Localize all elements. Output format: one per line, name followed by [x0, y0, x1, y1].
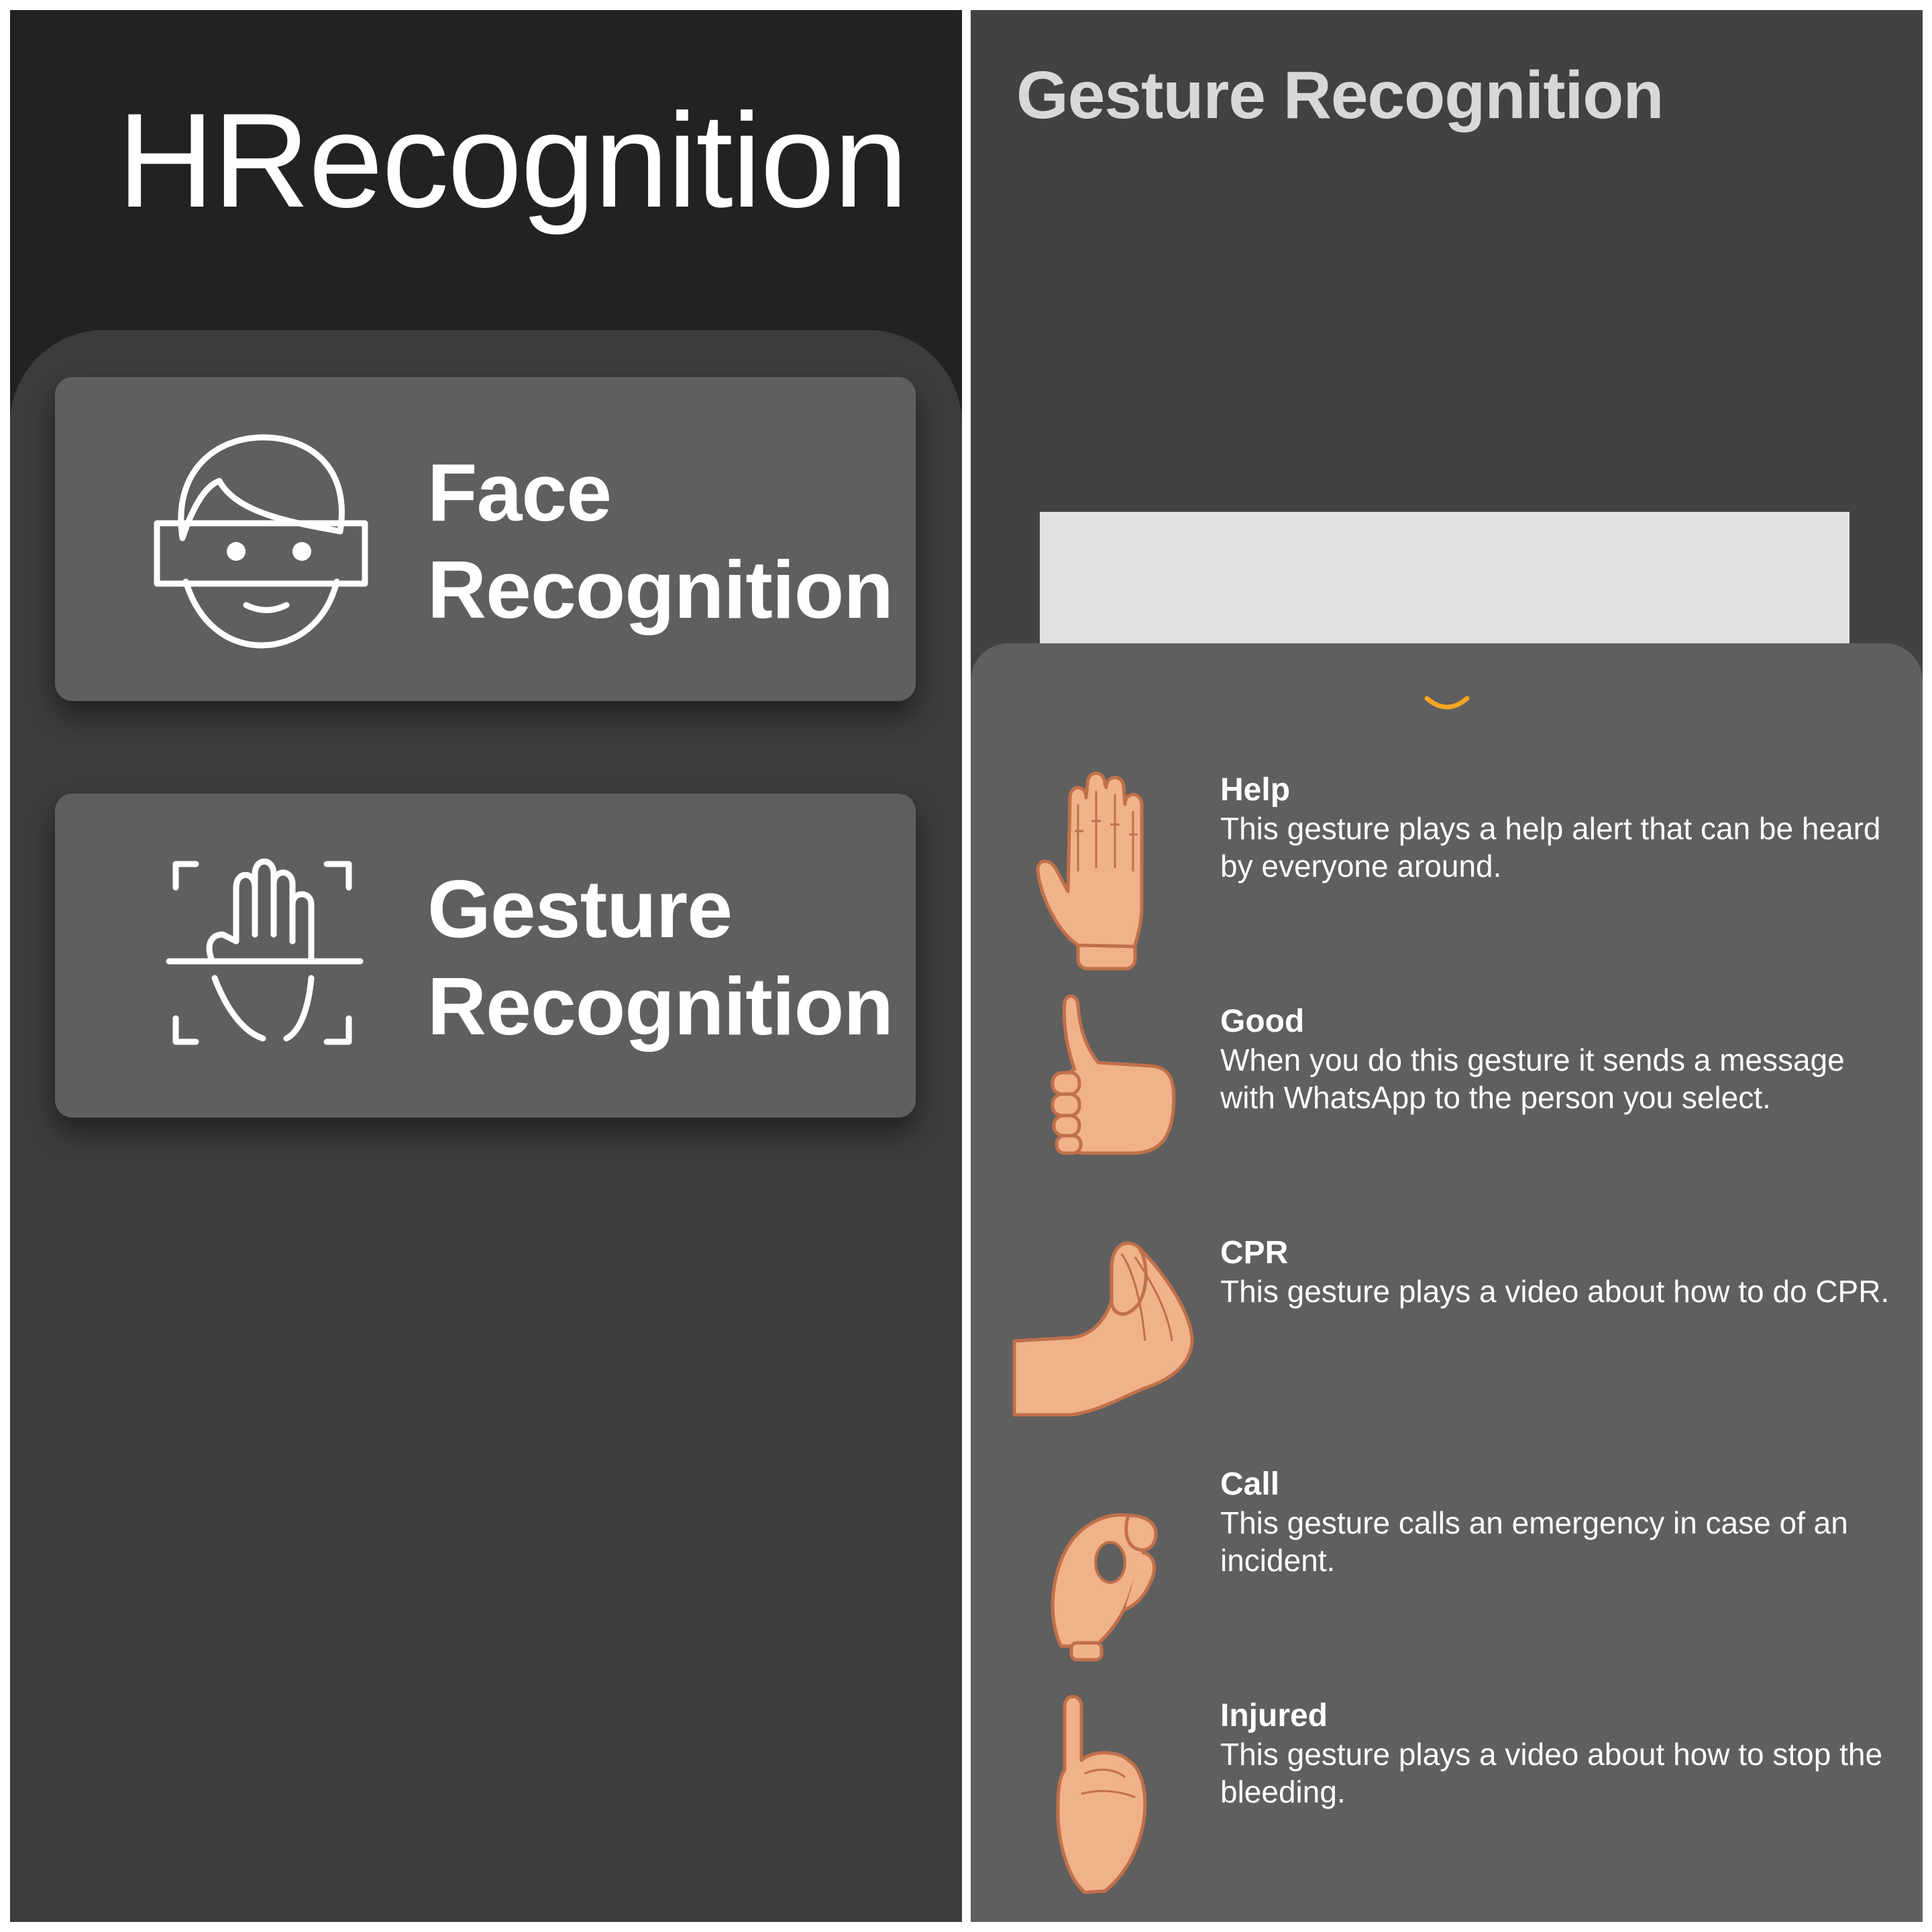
thumbs-up-hand-icon	[1051, 994, 1176, 1155]
gesture-description: This gesture plays a video about how to …	[1220, 1737, 1883, 1809]
gesture-recognition-button[interactable]: Gesture Recognition	[55, 794, 916, 1118]
list-item: Help This gesture plays a help alert tha…	[971, 771, 1923, 992]
pinched-fingers-hand-icon	[1012, 1241, 1194, 1417]
camera-preview	[1040, 512, 1849, 659]
face-scan-icon	[154, 434, 368, 649]
list-item: Good When you do this gesture it sends a…	[971, 994, 1923, 1224]
gesture-name: Good	[1220, 1004, 1305, 1039]
list-item: CPR This gesture plays a video about how…	[971, 1234, 1923, 1455]
gesture-bottom-sheet[interactable]: Help This gesture plays a help alert tha…	[971, 643, 1923, 1922]
gesture-name: CPR	[1220, 1235, 1289, 1271]
gesture-description: This gesture calls an emergency in case …	[1220, 1505, 1848, 1578]
face-recognition-button[interactable]: Face Recognition	[55, 377, 916, 701]
pinky-up-hand-icon	[1056, 1695, 1147, 1894]
home-screen: HRecognition Face Recognition	[10, 10, 962, 1922]
gesture-description: When you do this gesture it sends a mess…	[1220, 1042, 1845, 1115]
gesture-recognition-label-line1: Gesture	[427, 863, 733, 955]
face-recognition-label-line1: Face	[427, 447, 612, 538]
gesture-recognition-label-line2: Recognition	[427, 961, 894, 1052]
screen-title: Gesture Recognition	[1016, 58, 1664, 133]
open-palm-hand-icon	[1036, 771, 1144, 971]
gesture-description: This gesture plays a help alert that can…	[1220, 811, 1881, 883]
gesture-name: Call	[1220, 1466, 1280, 1502]
list-item: Call This gesture calls an emergency in …	[971, 1465, 1923, 1686]
app-title: HRecognition	[117, 86, 908, 235]
gesture-recognition-label: Gesture Recognition	[427, 861, 894, 1055]
hand-scan-icon	[166, 858, 364, 1045]
gesture-name: Help	[1220, 772, 1291, 808]
gesture-recognition-screen: Gesture Recognition Help This gesture pl…	[971, 10, 1923, 1922]
face-recognition-label: Face Recognition	[427, 444, 894, 639]
gesture-name: Injured	[1220, 1698, 1328, 1733]
ok-circle-hand-icon	[1051, 1513, 1158, 1662]
list-item: Injured This gesture plays a video about…	[971, 1695, 1923, 1918]
face-recognition-label-line2: Recognition	[427, 544, 894, 635]
gesture-description: This gesture plays a video about how to …	[1220, 1274, 1890, 1309]
chevron-down-icon[interactable]	[1420, 690, 1474, 717]
